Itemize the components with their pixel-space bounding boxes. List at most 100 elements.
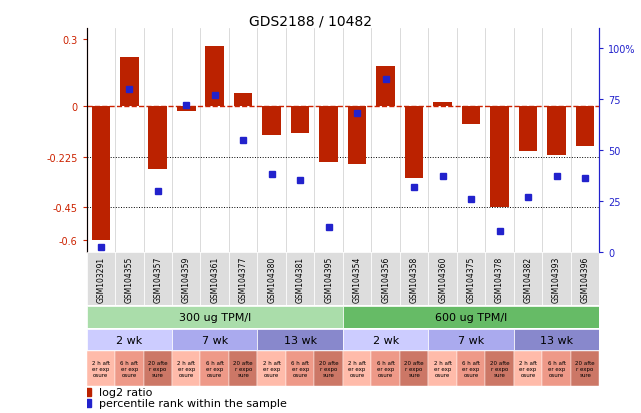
Bar xyxy=(514,252,542,306)
Bar xyxy=(144,351,172,386)
Text: GSM104377: GSM104377 xyxy=(238,256,247,302)
Text: GSM104356: GSM104356 xyxy=(381,256,390,302)
Bar xyxy=(343,306,599,328)
Text: 2 h aft
er exp
osure: 2 h aft er exp osure xyxy=(434,360,452,377)
Text: 20 afte
r expo
sure: 20 afte r expo sure xyxy=(148,360,167,377)
Bar xyxy=(206,47,224,107)
Text: GSM104354: GSM104354 xyxy=(353,256,362,302)
Text: 20 afte
r expo
sure: 20 afte r expo sure xyxy=(319,360,338,377)
Text: 2 h aft
er exp
osure: 2 h aft er exp osure xyxy=(178,360,196,377)
Bar xyxy=(428,252,457,306)
Text: percentile rank within the sample: percentile rank within the sample xyxy=(99,398,287,408)
Bar xyxy=(172,351,201,386)
Bar xyxy=(319,107,338,163)
Bar xyxy=(286,351,315,386)
Bar xyxy=(490,107,509,207)
Bar xyxy=(172,329,258,351)
Text: GSM103291: GSM103291 xyxy=(96,256,105,302)
Bar xyxy=(428,329,514,351)
Text: GSM104375: GSM104375 xyxy=(467,256,476,302)
Text: 2 h aft
er exp
osure: 2 h aft er exp osure xyxy=(92,360,110,377)
Text: 6 h aft
er exp
osure: 6 h aft er exp osure xyxy=(121,360,138,377)
Bar xyxy=(229,351,258,386)
Bar xyxy=(87,329,172,351)
Bar xyxy=(201,351,229,386)
Text: GSM104355: GSM104355 xyxy=(125,256,134,302)
Bar xyxy=(576,107,594,147)
Bar xyxy=(115,252,144,306)
Text: GSM104378: GSM104378 xyxy=(495,256,504,302)
Text: 2 wk: 2 wk xyxy=(372,335,399,345)
Bar xyxy=(514,351,542,386)
Text: GSM104360: GSM104360 xyxy=(438,256,447,302)
Bar xyxy=(514,329,599,351)
Text: log2 ratio: log2 ratio xyxy=(99,387,153,397)
Bar xyxy=(315,252,343,306)
Bar xyxy=(172,252,201,306)
Bar xyxy=(433,102,452,107)
Bar xyxy=(462,107,480,125)
Text: 13 wk: 13 wk xyxy=(283,335,317,345)
Bar xyxy=(115,351,144,386)
Bar xyxy=(348,107,367,165)
Text: 20 afte
r expo
sure: 20 afte r expo sure xyxy=(233,360,253,377)
Bar xyxy=(234,94,253,107)
Bar xyxy=(87,306,343,328)
Text: 7 wk: 7 wk xyxy=(202,335,228,345)
Bar xyxy=(457,351,485,386)
Text: 20 afte
r expo
sure: 20 afte r expo sure xyxy=(404,360,424,377)
Text: GSM104358: GSM104358 xyxy=(410,256,419,302)
Bar xyxy=(258,351,286,386)
Text: GSM104395: GSM104395 xyxy=(324,256,333,302)
Bar xyxy=(315,351,343,386)
Bar xyxy=(258,252,286,306)
Bar xyxy=(485,252,514,306)
Text: 6 h aft
er exp
osure: 6 h aft er exp osure xyxy=(377,360,395,377)
Text: GSM104382: GSM104382 xyxy=(524,256,533,302)
Text: 6 h aft
er exp
osure: 6 h aft er exp osure xyxy=(291,360,309,377)
Bar xyxy=(258,329,343,351)
Text: 6 h aft
er exp
osure: 6 h aft er exp osure xyxy=(462,360,480,377)
Text: 600 ug TPM/l: 600 ug TPM/l xyxy=(435,312,507,322)
Bar xyxy=(149,107,167,169)
Bar xyxy=(291,107,310,134)
Bar xyxy=(400,252,428,306)
Text: GSM104359: GSM104359 xyxy=(182,256,191,302)
Bar xyxy=(343,351,371,386)
Text: 300 ug TPM/l: 300 ug TPM/l xyxy=(179,312,251,322)
Text: 6 h aft
er exp
osure: 6 h aft er exp osure xyxy=(206,360,224,377)
Text: 2 wk: 2 wk xyxy=(116,335,142,345)
Bar xyxy=(405,107,424,178)
Bar xyxy=(519,107,537,152)
Text: 2 h aft
er exp
osure: 2 h aft er exp osure xyxy=(263,360,281,377)
Bar xyxy=(343,329,428,351)
Bar xyxy=(87,252,115,306)
Bar xyxy=(286,252,315,306)
Bar xyxy=(571,351,599,386)
Bar xyxy=(120,58,138,107)
Bar xyxy=(400,351,428,386)
Bar xyxy=(376,67,395,107)
Text: 7 wk: 7 wk xyxy=(458,335,484,345)
Text: 2 h aft
er exp
osure: 2 h aft er exp osure xyxy=(519,360,537,377)
Text: 6 h aft
er exp
osure: 6 h aft er exp osure xyxy=(547,360,565,377)
Bar xyxy=(92,107,110,241)
Bar xyxy=(457,252,485,306)
Text: GSM104380: GSM104380 xyxy=(267,256,276,302)
Text: GSM104357: GSM104357 xyxy=(153,256,162,302)
Bar xyxy=(371,252,400,306)
Bar xyxy=(485,351,514,386)
Text: GSM104361: GSM104361 xyxy=(210,256,219,302)
Text: 13 wk: 13 wk xyxy=(540,335,573,345)
Bar xyxy=(571,252,599,306)
Bar xyxy=(371,351,400,386)
Bar xyxy=(542,252,571,306)
Bar xyxy=(542,351,571,386)
Text: 20 afte
r expo
sure: 20 afte r expo sure xyxy=(575,360,595,377)
Text: GSM104393: GSM104393 xyxy=(552,256,561,302)
Bar xyxy=(262,107,281,136)
Bar xyxy=(343,252,371,306)
Bar xyxy=(547,107,566,156)
Text: GSM104396: GSM104396 xyxy=(581,256,590,302)
Bar xyxy=(144,252,172,306)
